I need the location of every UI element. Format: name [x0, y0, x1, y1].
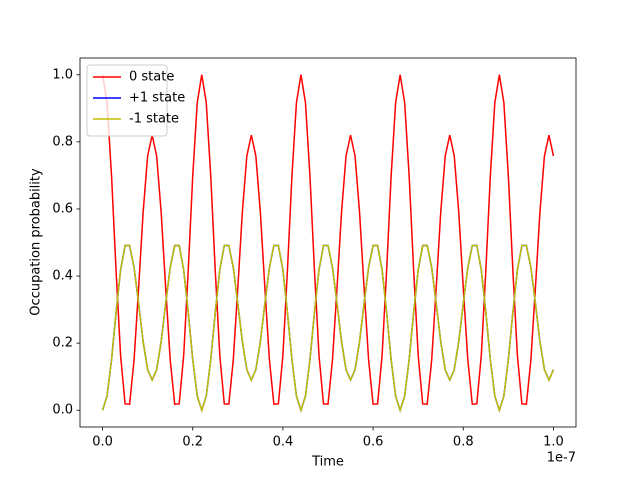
x-tick-label: 0.6 — [363, 435, 384, 450]
x-tick-label: 1.0 — [543, 435, 564, 450]
legend-label: +1 state — [129, 91, 185, 106]
legend-label: -1 state — [129, 112, 179, 127]
y-tick-label: 0.6 — [52, 201, 73, 216]
x-axis-label: Time — [311, 455, 344, 470]
y-tick-label: 0.0 — [52, 403, 73, 418]
plot-frame — [79, 57, 577, 428]
x-tick-label: 0.4 — [273, 435, 294, 450]
legend-label: 0 state — [129, 70, 174, 85]
y-tick-label: 0.4 — [52, 269, 73, 284]
x-tick-label: 0.2 — [182, 435, 203, 450]
y-axis-label: Occupation probability — [29, 168, 44, 316]
y-tick-label: 1.0 — [52, 67, 73, 82]
line — [101, 74, 555, 405]
line — [101, 244, 555, 413]
x-offset-label: 1e-7 — [547, 451, 576, 466]
x-tick-label: 0.8 — [453, 435, 474, 450]
y-tick-label: 0.8 — [52, 134, 73, 149]
y-tick-label: 0.2 — [52, 336, 73, 351]
x-tick-label: 0.0 — [92, 435, 113, 450]
